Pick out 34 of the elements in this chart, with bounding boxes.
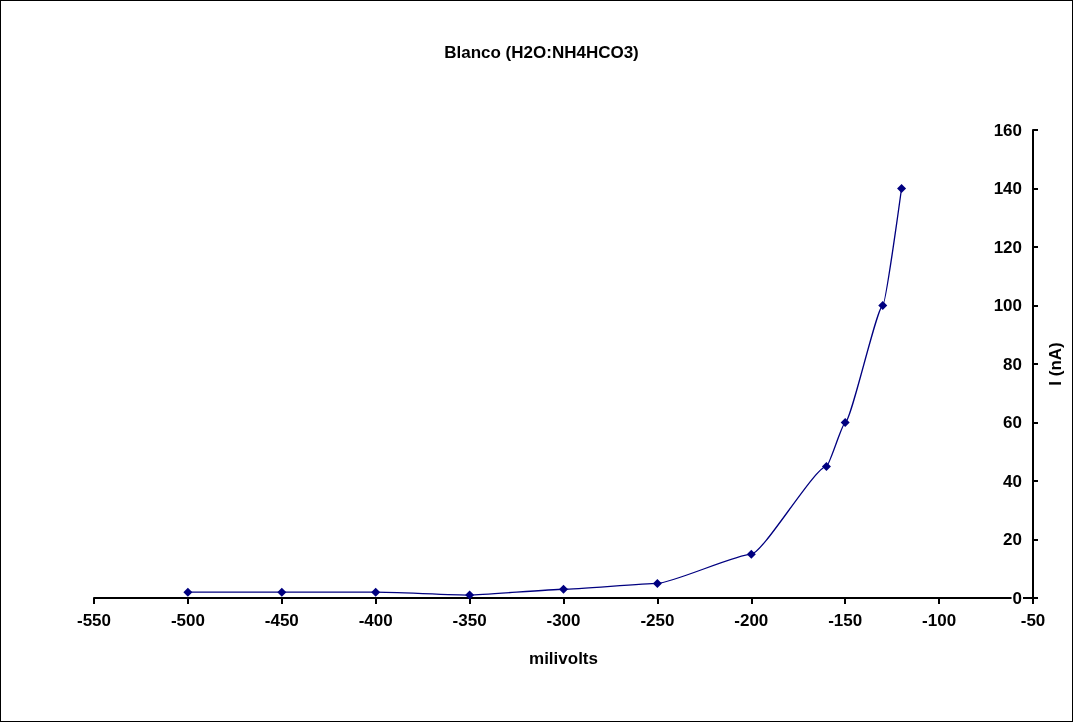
y-tick-label: 60 bbox=[1003, 413, 1022, 432]
y-tick-label: 20 bbox=[1003, 530, 1022, 549]
x-tick-label: -550 bbox=[76, 611, 112, 630]
y-tick-label: 40 bbox=[1003, 471, 1022, 491]
point bbox=[277, 587, 287, 597]
point bbox=[652, 578, 662, 588]
x-tick-label: -350 bbox=[452, 611, 487, 630]
x-tick-label: -400 bbox=[358, 611, 393, 630]
point bbox=[821, 461, 831, 471]
point bbox=[878, 301, 888, 310]
x-tick-label: -450 bbox=[264, 611, 299, 630]
x-tick-label: -100 bbox=[922, 611, 957, 630]
x-tick-label: -500 bbox=[170, 611, 205, 630]
chart-title: Blanco (H2O:NH4HCO3) bbox=[444, 43, 639, 62]
point bbox=[371, 587, 381, 597]
point bbox=[840, 418, 850, 427]
x-tick-label: -300 bbox=[546, 611, 581, 630]
y-tick-label: 80 bbox=[1003, 354, 1022, 374]
point bbox=[183, 587, 193, 597]
point bbox=[559, 584, 568, 594]
x-tick-label: -250 bbox=[640, 611, 675, 630]
point bbox=[897, 184, 907, 193]
y-tick-label: 0 bbox=[1012, 588, 1022, 608]
y-axis-title: I (nA) bbox=[1046, 342, 1065, 386]
x-tick-label: -50 bbox=[1020, 611, 1046, 630]
x-tick-label: -150 bbox=[828, 611, 863, 630]
y-tick-label: 120 bbox=[993, 237, 1022, 257]
x-tick-label: -200 bbox=[734, 611, 769, 630]
point bbox=[465, 590, 475, 600]
y-tick-label: 160 bbox=[993, 120, 1022, 140]
x-axis-title: milivolts bbox=[529, 649, 598, 668]
y-tick-label: 100 bbox=[993, 296, 1022, 315]
point bbox=[746, 549, 756, 559]
y-tick-label: 140 bbox=[993, 179, 1022, 198]
